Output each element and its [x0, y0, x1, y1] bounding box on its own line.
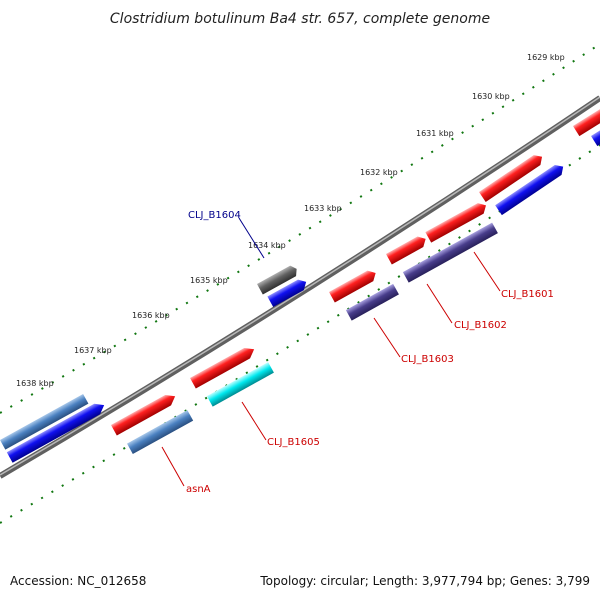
feature-track: [0, 102, 600, 463]
gene-feature[interactable]: [0, 393, 89, 450]
tick-label: 1637 kbp: [74, 346, 112, 355]
tick-label: 1636 kbp: [132, 311, 170, 320]
cds-feature[interactable]: [479, 152, 545, 202]
gene-feature[interactable]: [267, 277, 309, 308]
cds-feature[interactable]: [257, 264, 300, 295]
cds-feature[interactable]: [425, 200, 489, 243]
rna-feature[interactable]: [206, 362, 274, 407]
gene-feature[interactable]: [345, 283, 399, 321]
tick-label: 1629 kbp: [527, 53, 565, 62]
gene-labels: CLJ_B1604 CLJ_B1601 CLJ_B1602 CLJ_B1603 …: [186, 210, 554, 495]
map-title: Clostridium botulinum Ba4 str. 657, comp…: [110, 11, 490, 27]
label-leaders: [161, 217, 501, 487]
gene-label: CLJ_B1601: [501, 289, 554, 300]
gene-label: CLJ_B1603: [401, 354, 454, 365]
tick-label: 1638 kbp: [16, 379, 54, 388]
gene-feature[interactable]: [6, 400, 107, 463]
tick-label: 1630 kbp: [472, 92, 510, 101]
gene-feature[interactable]: [127, 410, 194, 455]
tick-label: 1634 kbp: [248, 241, 286, 250]
tick-label: 1631 kbp: [416, 129, 454, 138]
cds-feature[interactable]: [190, 344, 257, 389]
cds-feature[interactable]: [386, 234, 429, 265]
gene-label: CLJ_B1604: [188, 210, 241, 221]
gene-feature[interactable]: [495, 162, 566, 216]
cds-feature[interactable]: [573, 102, 600, 137]
gene-label: asnA: [186, 484, 211, 495]
tick-labels: 1629 kbp 1630 kbp 1631 kbp 1632 kbp 1633…: [16, 53, 565, 388]
tick-label: 1635 kbp: [190, 276, 228, 285]
gene-label: CLJ_B1605: [267, 437, 320, 448]
topology-text: Topology: circular; Length: 3,977,794 bp…: [260, 574, 590, 588]
tick-label: 1632 kbp: [360, 168, 398, 177]
tick-label: 1633 kbp: [304, 204, 342, 213]
outer-tick-track: [0, 43, 600, 414]
gene-label: CLJ_B1602: [454, 320, 507, 331]
gene-feature[interactable]: [402, 222, 498, 283]
genome-backbone: [0, 95, 600, 479]
cds-feature[interactable]: [111, 391, 178, 436]
cds-feature[interactable]: [329, 268, 379, 303]
accession-text: Accession: NC_012658: [10, 574, 147, 588]
